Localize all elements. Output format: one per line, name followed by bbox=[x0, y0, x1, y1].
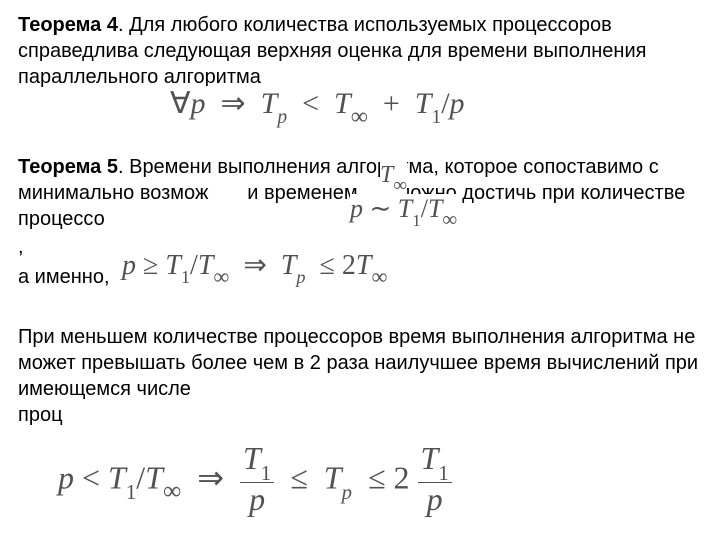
sub-inf: ∞ bbox=[442, 208, 457, 231]
var-T2: T bbox=[198, 250, 214, 281]
num-2: 2 bbox=[394, 459, 410, 495]
var-p: p bbox=[350, 194, 363, 223]
sym-le: ≤ bbox=[290, 459, 308, 495]
sym-lt: < bbox=[302, 87, 319, 120]
sub-p: p bbox=[342, 481, 352, 504]
sub-inf: ∞ bbox=[351, 104, 368, 130]
sub-inf2: ∞ bbox=[371, 264, 387, 289]
var-T3: T bbox=[415, 87, 432, 120]
var-T: T bbox=[398, 194, 412, 223]
theorem4-paragraph: Теорема 4. Для любого количества использ… bbox=[18, 12, 702, 90]
sub-1: 1 bbox=[431, 107, 441, 128]
formula-Tinf-inline: T∞ bbox=[380, 162, 407, 194]
var-p: p bbox=[191, 87, 206, 120]
para3: При меньшем количестве процессоров время… bbox=[18, 324, 702, 402]
sym-arrow: ⇒ bbox=[243, 250, 266, 281]
var-T: T bbox=[261, 87, 278, 120]
sym-sim: ∼ bbox=[370, 194, 392, 223]
sym-slash: / bbox=[441, 87, 449, 120]
slide: Теорема 4. Для любого количества использ… bbox=[0, 0, 720, 540]
sym-arrow: ⇒ bbox=[197, 459, 224, 495]
var-T3: T bbox=[324, 459, 342, 495]
num-1b: 1 bbox=[438, 462, 448, 485]
var-T2: T bbox=[428, 194, 442, 223]
sym-slash: / bbox=[190, 250, 198, 281]
sym-plus: + bbox=[383, 87, 400, 120]
den-p2: p bbox=[427, 481, 443, 517]
frac-T1-p-left: T1 p bbox=[240, 442, 274, 516]
frac-T1-p-right: T1 p bbox=[418, 442, 452, 516]
sym-ge: ≥ bbox=[143, 250, 158, 281]
theorem5-label: Теорема 5 bbox=[18, 156, 118, 178]
sub-1: 1 bbox=[412, 211, 420, 230]
sub-inf: ∞ bbox=[213, 264, 229, 289]
sub-inf: ∞ bbox=[393, 175, 407, 196]
sym-le: ≤ bbox=[320, 250, 335, 281]
sub-p: p bbox=[296, 267, 305, 287]
sym-arrow: ⇒ bbox=[221, 87, 246, 120]
var-T4: T bbox=[356, 250, 372, 281]
num-2: 2 bbox=[342, 250, 356, 281]
spacer-2 bbox=[18, 294, 702, 324]
var-T: T bbox=[108, 459, 126, 495]
num-1: 1 bbox=[261, 462, 271, 485]
formula-p-sim: p ∼ T1/T∞ bbox=[350, 194, 457, 229]
sub-1: 1 bbox=[126, 481, 136, 504]
sub-1: 1 bbox=[181, 267, 190, 287]
sub-p: p bbox=[277, 107, 287, 128]
var-p2: p bbox=[450, 87, 465, 120]
var-T2: T bbox=[145, 459, 163, 495]
sym-le2: ≤ bbox=[368, 459, 386, 495]
var-p: p bbox=[58, 459, 74, 495]
var-p: p bbox=[122, 250, 136, 281]
den-p: p bbox=[249, 481, 265, 517]
sym-slash: / bbox=[421, 194, 428, 223]
para3-tail: проц bbox=[18, 402, 702, 428]
var-T: T bbox=[165, 250, 181, 281]
sym-slash: / bbox=[136, 459, 145, 495]
var-T2: T bbox=[334, 87, 351, 120]
theorem4-label: Теорема 4 bbox=[18, 14, 118, 36]
sym-lt: < bbox=[82, 459, 100, 495]
formula-theorem4: ∀p ⇒ Tp < T∞ + T1/p bbox=[170, 86, 465, 127]
formula-theorem5: p ≥ T1/T∞ ⇒ Tp ≤ 2T∞ bbox=[122, 248, 387, 287]
theorem5-text-b: и временем bbox=[247, 182, 357, 204]
var-T3: T bbox=[281, 250, 297, 281]
formula-lower-processors: p < T1/T∞ ⇒ T1 p ≤ Tp ≤ 2 T1 p bbox=[58, 444, 452, 518]
sym-forall: ∀ bbox=[170, 87, 191, 120]
sub-inf: ∞ bbox=[163, 476, 181, 505]
num-T: T bbox=[243, 440, 261, 476]
var-T: T bbox=[380, 162, 393, 188]
num-T2: T bbox=[421, 440, 439, 476]
